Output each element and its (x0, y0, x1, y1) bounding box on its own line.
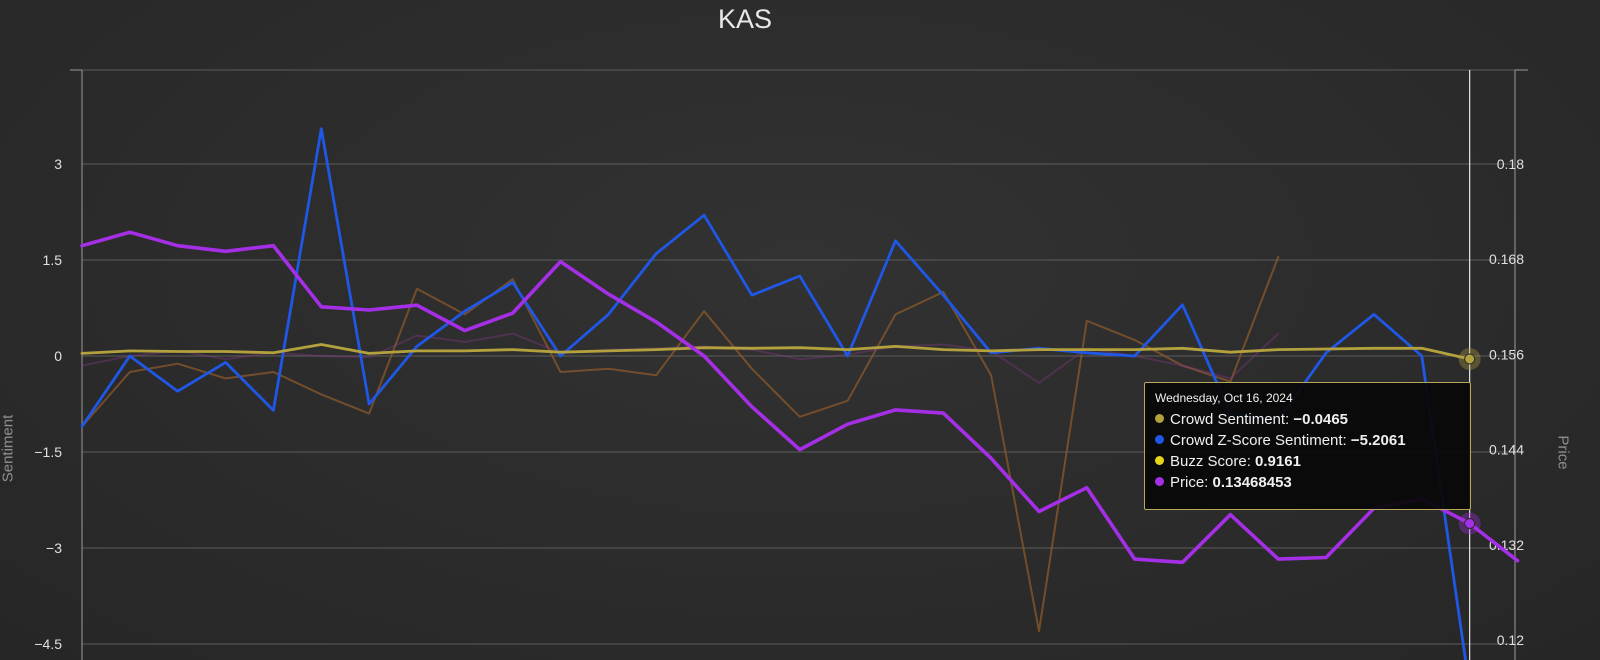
hover-tooltip: Wednesday, Oct 16, 2024 Crowd Sentiment:… (1144, 382, 1471, 510)
tooltip-value: 0.13468453 (1212, 474, 1292, 491)
right-tick-label: 0.156 (1489, 346, 1524, 362)
hover-point-crowd-sentiment (1464, 353, 1476, 365)
tooltip-dot-crowd-sentiment (1155, 414, 1164, 423)
tooltip-dot-buzz (1155, 456, 1164, 465)
hover-point-price (1464, 518, 1476, 530)
tooltip-label: Crowd Sentiment: (1170, 411, 1294, 428)
left-tick-label: −1.5 (34, 444, 62, 460)
left-tick-label: 3 (54, 156, 62, 172)
series-crowd-sentiment-daily-line (81, 255, 1280, 633)
tooltip-row-crowd-sentiment: Crowd Sentiment: −0.0465 (1155, 409, 1460, 430)
series-crowd-sentiment-line (80, 343, 1472, 361)
tooltip-value: −0.0465 (1293, 411, 1349, 428)
tooltip-label: Price: (1170, 474, 1213, 491)
left-tick-label: −4.5 (34, 636, 62, 652)
right-tick-label: 0.18 (1497, 156, 1524, 172)
right-tick-label: 0.144 (1489, 442, 1524, 458)
left-tick-label: 0 (54, 348, 62, 364)
tooltip-value: 0.9161 (1255, 453, 1301, 470)
tooltip-row-price: Price: 0.13468453 (1155, 472, 1460, 493)
left-tick-label: −3 (46, 540, 62, 556)
right-tick-label: 0.132 (1489, 537, 1524, 553)
tooltip-row-buzz: Buzz Score: 0.9161 (1155, 451, 1460, 472)
right-tick-label: 0.168 (1489, 251, 1524, 267)
left-tick-label: 1.5 (43, 252, 63, 268)
tooltip-dot-zscore (1155, 435, 1164, 444)
tooltip-value: −5.2061 (1350, 432, 1406, 449)
tooltip-row-zscore: Crowd Z-Score Sentiment: −5.2061 (1155, 430, 1460, 451)
tooltip-label: Crowd Z-Score Sentiment: (1170, 432, 1351, 449)
right-tick-label: 0.12 (1497, 632, 1524, 648)
series-price-line (80, 230, 1520, 565)
tooltip-label: Buzz Score: (1170, 453, 1256, 470)
tooltip-dot-price (1155, 477, 1164, 486)
tooltip-date: Wednesday, Oct 16, 2024 (1155, 391, 1293, 405)
chart-title: KAS (717, 4, 773, 34)
